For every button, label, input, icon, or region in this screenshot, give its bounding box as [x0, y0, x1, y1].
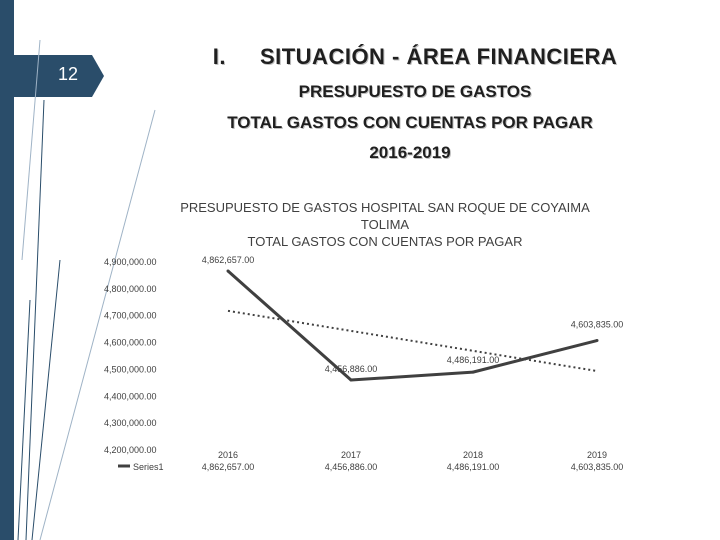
x-category-label: 2016	[218, 450, 238, 460]
deco-line	[17, 299, 31, 540]
y-tick-label: 4,600,000.00	[104, 338, 157, 348]
subtitle-line-1: PRESUPUESTO DE GASTOS	[298, 82, 532, 101]
y-tick-label: 4,500,000.00	[104, 364, 157, 374]
series-point	[471, 370, 475, 374]
data-label: 4,486,191.00	[447, 355, 500, 365]
x-category-label: 2017	[341, 450, 361, 460]
trendline-group	[227, 309, 598, 373]
x-category-label: 2018	[463, 450, 483, 460]
series-group	[226, 269, 599, 382]
y-tick-label: 4,300,000.00	[104, 418, 157, 428]
series-point	[349, 378, 353, 382]
table-value: 4,486,191.00	[447, 462, 500, 472]
y-tick-label: 4,200,000.00	[104, 445, 157, 455]
title-numeral: I.	[212, 44, 226, 69]
table-value: 4,603,835.00	[571, 462, 624, 472]
chart-title-line-3: TOTAL GASTOS CON CUENTAS POR PAGAR	[247, 234, 523, 249]
series-point	[595, 339, 599, 343]
deco-line	[31, 259, 61, 540]
slide-number: 12	[57, 64, 79, 84]
data-labels: 4,862,657.00 4,456,886.00 4,486,191.00 4,60…	[202, 255, 624, 374]
subtitle-line-2: TOTAL GASTOS CON CUENTAS POR PAGAR	[227, 113, 593, 132]
trendline	[227, 309, 598, 373]
table-value: 4,862,657.00	[202, 462, 255, 472]
table-value: 4,456,886.00	[325, 462, 378, 472]
series-line	[227, 269, 598, 382]
deco-line	[25, 99, 45, 540]
chart-title-line-1: PRESUPUESTO DE GASTOS HOSPITAL SAN ROQUE…	[180, 200, 590, 215]
y-tick-label: 4,800,000.00	[104, 284, 157, 294]
slide-number-tab-shape	[0, 55, 104, 97]
left-accent-band	[0, 0, 14, 540]
data-label: 4,456,886.00	[325, 364, 378, 374]
legend-label: Series1	[133, 462, 164, 472]
series-point	[226, 269, 230, 273]
data-label: 4,603,835.00	[571, 320, 624, 330]
deco-line	[21, 39, 41, 261]
title-text: SITUACIÓN - ÁREA FINANCIERA	[259, 44, 618, 69]
chart-title-line-2: TOLIMA	[360, 217, 410, 232]
subtitle-line-3: 2016-2019	[369, 143, 451, 162]
data-table: Series1 2016 4,862,657.00 2017 4,456,886.00 2…	[118, 450, 623, 472]
deco-line	[39, 109, 156, 540]
x-category-label: 2019	[587, 450, 607, 460]
y-tick-label: 4,900,000.00	[104, 257, 157, 267]
y-axis: 4,900,000.00 4,800,000.00 4,700,000.00 4,60…	[104, 257, 157, 455]
data-label: 4,862,657.00	[202, 255, 255, 265]
y-tick-label: 4,400,000.00	[104, 391, 157, 401]
slide-title: I. SITUACIÓN - ÁREA FINANCIERA	[180, 44, 650, 70]
y-tick-label: 4,700,000.00	[104, 311, 157, 321]
